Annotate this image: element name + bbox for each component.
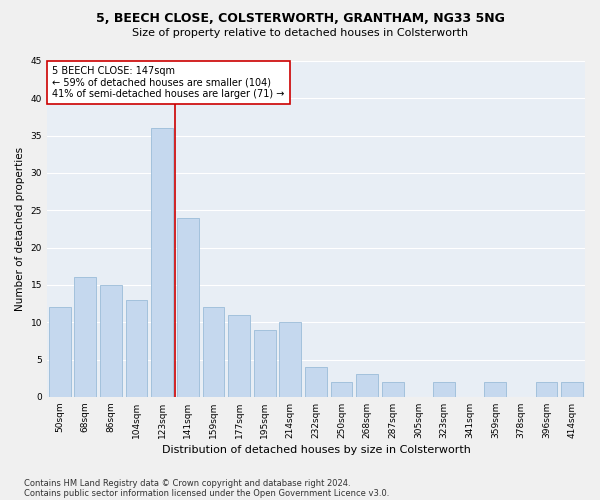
Y-axis label: Number of detached properties: Number of detached properties — [15, 147, 25, 311]
X-axis label: Distribution of detached houses by size in Colsterworth: Distribution of detached houses by size … — [161, 445, 470, 455]
Text: Contains HM Land Registry data © Crown copyright and database right 2024.: Contains HM Land Registry data © Crown c… — [24, 478, 350, 488]
Bar — [536, 382, 557, 397]
Bar — [280, 322, 301, 397]
Bar — [177, 218, 199, 397]
Bar — [74, 278, 96, 397]
Bar — [356, 374, 378, 397]
Bar — [331, 382, 352, 397]
Bar — [228, 314, 250, 397]
Bar — [49, 308, 71, 397]
Bar — [561, 382, 583, 397]
Bar — [433, 382, 455, 397]
Text: 5, BEECH CLOSE, COLSTERWORTH, GRANTHAM, NG33 5NG: 5, BEECH CLOSE, COLSTERWORTH, GRANTHAM, … — [95, 12, 505, 26]
Bar — [305, 367, 327, 397]
Text: Size of property relative to detached houses in Colsterworth: Size of property relative to detached ho… — [132, 28, 468, 38]
Text: 5 BEECH CLOSE: 147sqm
← 59% of detached houses are smaller (104)
41% of semi-det: 5 BEECH CLOSE: 147sqm ← 59% of detached … — [52, 66, 284, 99]
Bar — [151, 128, 173, 397]
Bar — [382, 382, 404, 397]
Bar — [126, 300, 148, 397]
Bar — [254, 330, 275, 397]
Bar — [484, 382, 506, 397]
Bar — [100, 285, 122, 397]
Text: Contains public sector information licensed under the Open Government Licence v3: Contains public sector information licen… — [24, 488, 389, 498]
Bar — [203, 308, 224, 397]
